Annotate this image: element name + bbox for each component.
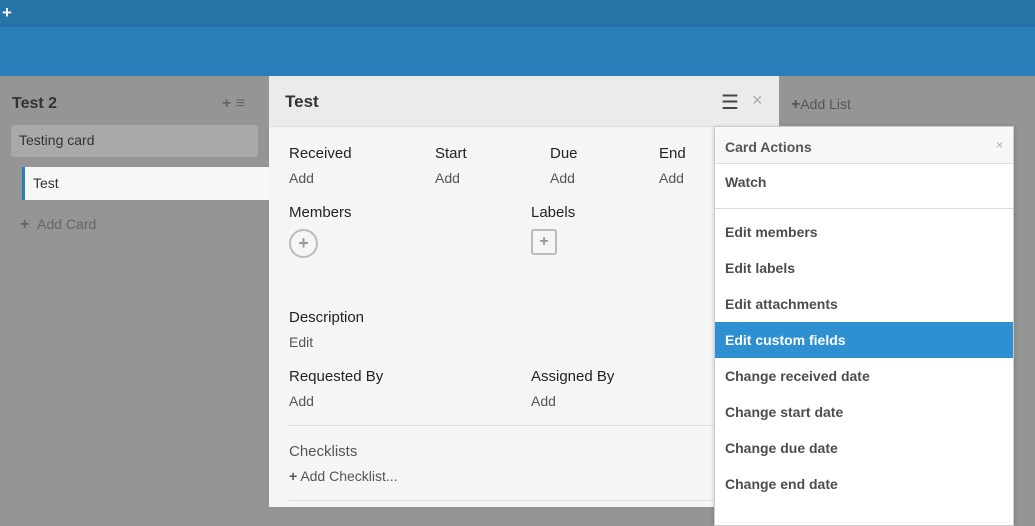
members-label: Members [289, 204, 352, 221]
card-test[interactable]: Test [22, 167, 269, 200]
divider [289, 500, 759, 501]
description-edit[interactable]: Edit [289, 334, 314, 350]
add-checklist-label: Add Checklist... [300, 468, 398, 484]
requested-by-add[interactable]: Add [289, 393, 314, 409]
card-detail-panel: Test ☰ × Received Add Start Add Due Add … [269, 76, 779, 507]
list-title[interactable]: Test 2 [12, 95, 58, 112]
due-label: Due [550, 145, 578, 162]
start-label: Start [435, 145, 467, 162]
divider [289, 425, 759, 426]
received-label: Received [289, 145, 352, 162]
card-title[interactable]: Test [285, 92, 319, 111]
add-checklist-button[interactable]: + Add Checklist... [289, 468, 398, 484]
checklists-label: Checklists [289, 443, 358, 460]
board-header [0, 27, 1035, 76]
list-menu-icon[interactable]: ≡ [235, 95, 246, 112]
menu-item-edit-attachments[interactable]: Edit attachments [725, 296, 838, 312]
due-add[interactable]: Add [550, 170, 575, 186]
menu-item-edit-labels[interactable]: Edit labels [725, 260, 796, 276]
plus-icon[interactable]: + [2, 3, 12, 22]
add-label-button[interactable]: + [531, 229, 557, 255]
assigned-by-label: Assigned By [531, 368, 615, 385]
top-bar: + [0, 0, 1035, 27]
add-card-label: Add Card [37, 216, 97, 232]
assigned-by-add[interactable]: Add [531, 393, 556, 409]
menu-item-change-start-date[interactable]: Change start date [725, 404, 844, 420]
plus-icon: + [20, 216, 30, 233]
labels-label: Labels [531, 204, 576, 221]
close-icon[interactable]: × [995, 138, 1003, 152]
card-testing-card[interactable]: Testing card [11, 125, 258, 157]
start-add[interactable]: Add [435, 170, 460, 186]
plus-icon: + [289, 468, 298, 484]
add-card-icon[interactable]: + [222, 95, 232, 112]
close-icon[interactable]: × [752, 90, 763, 110]
list-column: Test 2 + ≡ Testing card Test + Add Card [0, 76, 269, 507]
divider [715, 208, 1013, 209]
add-card-button[interactable]: + Add Card [20, 216, 96, 234]
menu-item-change-end-date[interactable]: Change end date [725, 476, 838, 492]
popup-title: Card Actions [725, 139, 812, 155]
card-actions-popup: Card Actions × Watch Edit members Edit la… [714, 126, 1014, 526]
menu-item-change-due-date[interactable]: Change due date [725, 440, 838, 456]
add-list-label: Add List [800, 96, 851, 112]
plus-icon: + [791, 96, 801, 113]
received-add[interactable]: Add [289, 170, 314, 186]
hamburger-menu-icon[interactable]: ☰ [721, 92, 739, 114]
description-label: Description [289, 309, 365, 326]
add-member-button[interactable]: + [289, 229, 318, 258]
menu-item-edit-members[interactable]: Edit members [725, 224, 818, 240]
menu-item-change-received-date[interactable]: Change received date [725, 368, 870, 384]
add-list-button[interactable]: +Add List [791, 96, 851, 114]
requested-by-label: Requested By [289, 368, 384, 385]
menu-item-edit-custom-fields[interactable]: Edit custom fields [715, 322, 1013, 358]
end-label: End [659, 145, 686, 162]
menu-item-watch[interactable]: Watch [725, 174, 767, 190]
end-add[interactable]: Add [659, 170, 684, 186]
